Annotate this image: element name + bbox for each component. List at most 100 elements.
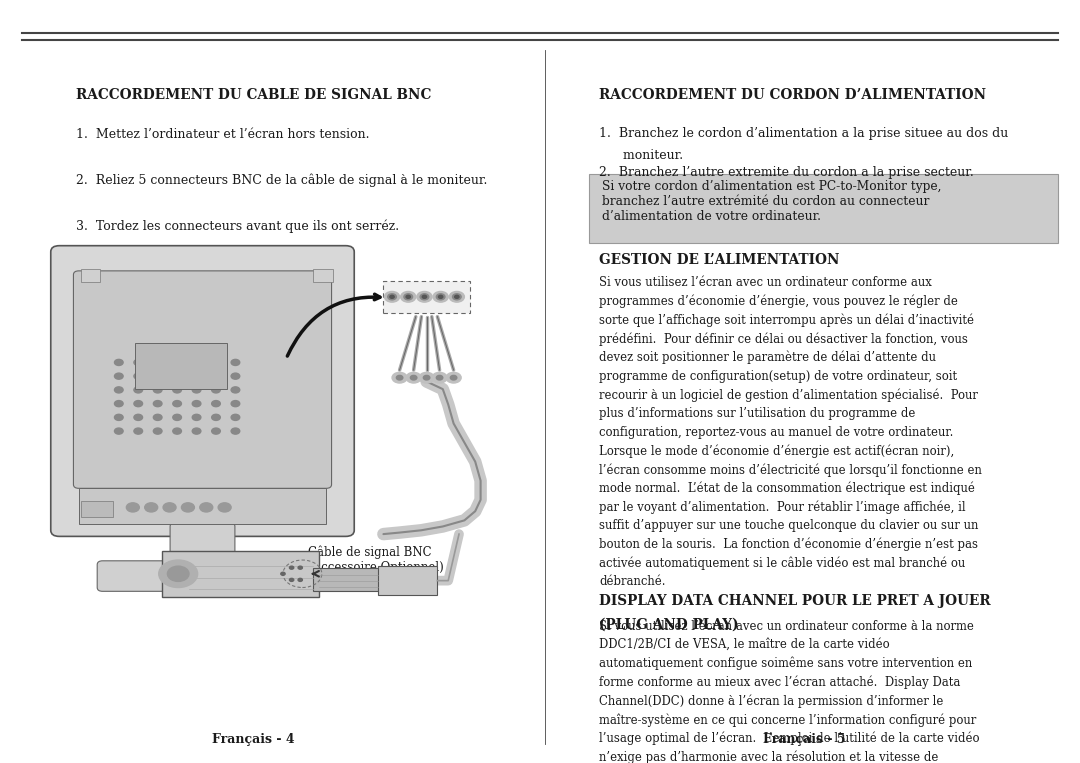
Circle shape — [153, 387, 162, 393]
Circle shape — [218, 503, 231, 512]
Circle shape — [436, 294, 445, 300]
Text: maître-système en ce qui concerne l’information configuré pour: maître-système en ce qui concerne l’info… — [599, 713, 976, 726]
Circle shape — [417, 291, 432, 302]
Circle shape — [422, 295, 427, 298]
Circle shape — [173, 401, 181, 407]
Text: DDC1/2B/CI de VESA, le maître de la carte vidéo: DDC1/2B/CI de VESA, le maître de la cart… — [599, 638, 890, 652]
Text: Si votre cordon d’alimentation est PC-to-Monitor type,
branchez l’autre extrémit: Si votre cordon d’alimentation est PC-to… — [602, 180, 941, 223]
Circle shape — [173, 387, 181, 393]
Circle shape — [126, 503, 139, 512]
Text: 1.  Mettez l’ordinateur et l’écran hors tension.: 1. Mettez l’ordinateur et l’écran hors t… — [76, 128, 369, 141]
Circle shape — [392, 372, 407, 383]
Bar — [383, 281, 470, 313]
Bar — [313, 269, 333, 282]
Circle shape — [432, 372, 447, 383]
Text: 3.  Tordez les connecteurs avant que ils ont serréz.: 3. Tordez les connecteurs avant que ils … — [76, 220, 399, 233]
Circle shape — [298, 578, 302, 581]
Text: forme conforme au mieux avec l’écran attaché.  Display Data: forme conforme au mieux avec l’écran att… — [599, 676, 961, 689]
Text: prédéfini.  Pour définir ce délai ou désactiver la fonction, vous: prédéfini. Pour définir ce délai ou désa… — [599, 332, 969, 346]
Text: programmes d’économie d’énergie, vous pouvez le régler de: programmes d’économie d’énergie, vous po… — [599, 295, 958, 308]
Circle shape — [192, 414, 201, 420]
FancyBboxPatch shape — [171, 523, 235, 572]
Circle shape — [231, 373, 240, 379]
Circle shape — [419, 372, 434, 383]
Circle shape — [192, 387, 201, 393]
Circle shape — [153, 373, 162, 379]
Text: suffit d’appuyer sur une touche quelconque du clavier ou sur un: suffit d’appuyer sur une touche quelconq… — [599, 519, 978, 533]
Circle shape — [406, 372, 421, 383]
Circle shape — [159, 560, 198, 588]
Circle shape — [173, 373, 181, 379]
Text: Câble de signal BNC
(Accessoire Optionnel): Câble de signal BNC (Accessoire Optionne… — [308, 546, 444, 574]
Circle shape — [200, 503, 213, 512]
Circle shape — [134, 373, 143, 379]
Circle shape — [289, 578, 294, 581]
Circle shape — [388, 294, 396, 300]
Text: recourir à un logiciel de gestion d’alimentation spécialisé.  Pour: recourir à un logiciel de gestion d’alim… — [599, 388, 978, 402]
Circle shape — [192, 373, 201, 379]
Circle shape — [406, 295, 410, 298]
Bar — [135, 343, 227, 389]
Circle shape — [390, 295, 394, 298]
FancyBboxPatch shape — [73, 271, 332, 488]
Text: par le voyant d’alimentation.  Pour rétablir l’image affichée, il: par le voyant d’alimentation. Pour rétab… — [599, 501, 966, 514]
Text: (PLUG AND PLAY): (PLUG AND PLAY) — [599, 618, 739, 632]
Text: 1.  Branchez le cordon d’alimentation a la prise situee au dos du: 1. Branchez le cordon d’alimentation a l… — [599, 127, 1009, 140]
Text: n’exige pas d’harmonie avec la résolution et la vitesse de: n’exige pas d’harmonie avec la résolutio… — [599, 750, 939, 763]
FancyBboxPatch shape — [97, 561, 308, 591]
Text: Français - 5: Français - 5 — [764, 733, 846, 746]
Circle shape — [436, 375, 443, 380]
Circle shape — [134, 401, 143, 407]
Circle shape — [433, 291, 448, 302]
Circle shape — [212, 387, 220, 393]
Text: l’usage optimal de l’écran.  L’emploi de l’utilité de la carte vidéo: l’usage optimal de l’écran. L’emploi de … — [599, 732, 980, 745]
Circle shape — [396, 375, 403, 380]
Circle shape — [212, 359, 220, 365]
Text: sorte que l’affichage soit interrompu après un délai d’inactivité: sorte que l’affichage soit interrompu ap… — [599, 314, 974, 327]
Circle shape — [404, 294, 413, 300]
Circle shape — [231, 401, 240, 407]
Circle shape — [153, 359, 162, 365]
Circle shape — [192, 401, 201, 407]
Circle shape — [181, 503, 194, 512]
Text: débranché.: débranché. — [599, 575, 666, 588]
Circle shape — [173, 359, 181, 365]
Circle shape — [446, 372, 461, 383]
Circle shape — [438, 295, 443, 298]
Circle shape — [114, 373, 123, 379]
Text: RACCORDEMENT DU CORDON D’ALIMENTATION: RACCORDEMENT DU CORDON D’ALIMENTATION — [599, 88, 986, 101]
Circle shape — [163, 503, 176, 512]
Circle shape — [449, 291, 464, 302]
Circle shape — [231, 359, 240, 365]
Text: 2.  Branchez l’autre extremite du cordon a la prise secteur.: 2. Branchez l’autre extremite du cordon … — [599, 166, 974, 179]
Bar — [81, 501, 113, 517]
Circle shape — [167, 566, 189, 581]
Text: Si vous utilisez l’écran avec un ordinateur conforme à la norme: Si vous utilisez l’écran avec un ordinat… — [599, 620, 974, 633]
Text: moniteur.: moniteur. — [599, 149, 684, 162]
Circle shape — [410, 375, 417, 380]
Circle shape — [231, 428, 240, 434]
Circle shape — [420, 294, 429, 300]
Text: Si vous utilisez l’écran avec un ordinateur conforme aux: Si vous utilisez l’écran avec un ordinat… — [599, 276, 932, 289]
Circle shape — [114, 414, 123, 420]
Text: Lorsque le mode d’économie d’énergie est actif(écran noir),: Lorsque le mode d’économie d’énergie est… — [599, 444, 955, 458]
Circle shape — [298, 566, 302, 569]
Circle shape — [134, 387, 143, 393]
Text: GESTION DE L’ALIMENTATION: GESTION DE L’ALIMENTATION — [599, 253, 840, 267]
Circle shape — [289, 566, 294, 569]
Circle shape — [114, 387, 123, 393]
Text: mode normal.  L’état de la consommation électrique est indiqué: mode normal. L’état de la consommation é… — [599, 482, 975, 495]
Text: RACCORDEMENT DU CABLE DE SIGNAL BNC: RACCORDEMENT DU CABLE DE SIGNAL BNC — [76, 88, 431, 101]
Circle shape — [281, 572, 285, 575]
Circle shape — [231, 414, 240, 420]
Circle shape — [134, 359, 143, 365]
Circle shape — [212, 401, 220, 407]
Circle shape — [450, 375, 457, 380]
Circle shape — [384, 291, 400, 302]
Bar — [589, 174, 1058, 243]
Circle shape — [455, 295, 459, 298]
Text: configuration, reportez-vous au manuel de votre ordinateur.: configuration, reportez-vous au manuel d… — [599, 426, 954, 439]
Circle shape — [401, 291, 416, 302]
Circle shape — [114, 428, 123, 434]
Circle shape — [145, 503, 158, 512]
